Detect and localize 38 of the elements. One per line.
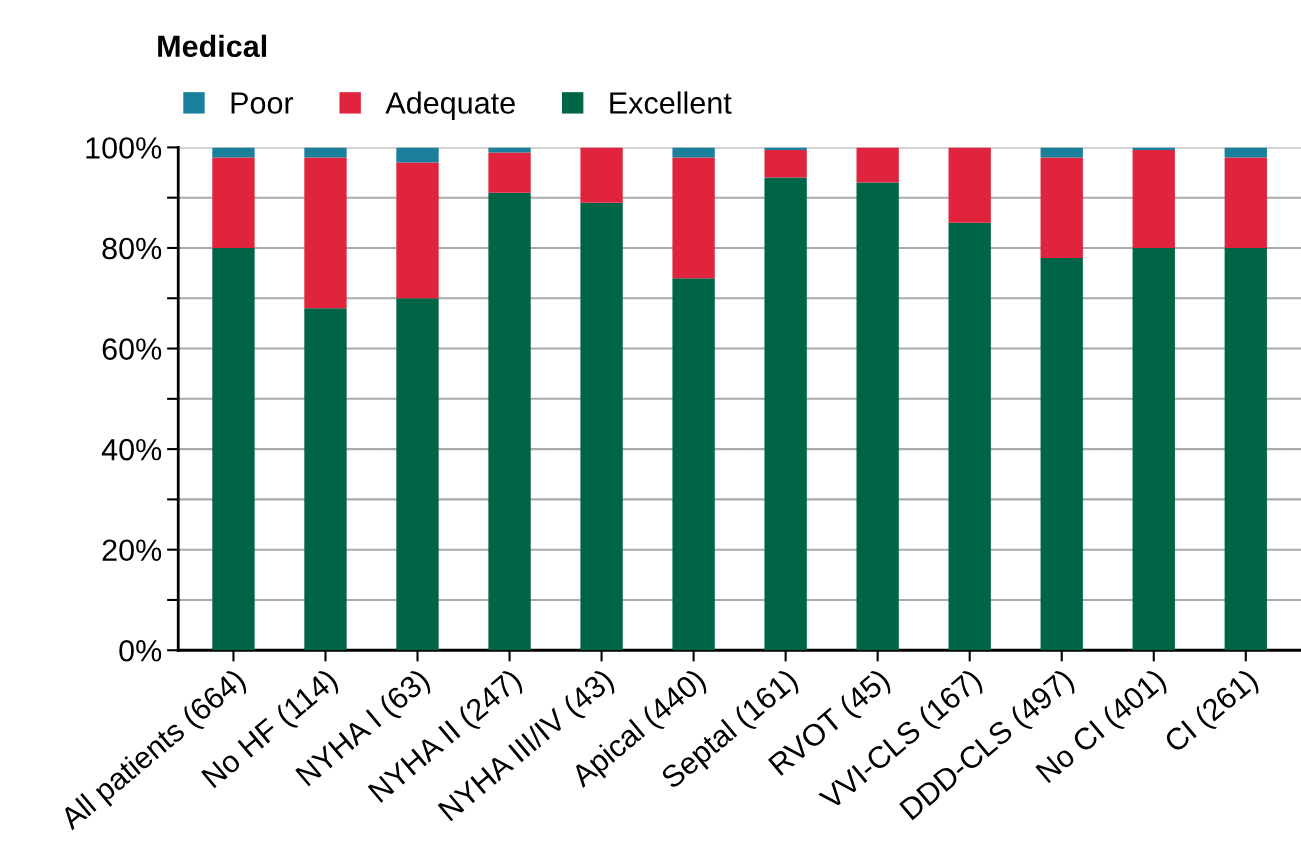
- y-tick-label: 100%: [86, 137, 162, 159]
- bar: [1040, 258, 1083, 651]
- bar: [856, 182, 899, 651]
- bar: [396, 162, 439, 299]
- bar: [396, 298, 439, 651]
- bar: [212, 247, 255, 651]
- bar: [1224, 157, 1267, 248]
- legend-label: Excellent: [610, 91, 732, 114]
- bar: [1132, 149, 1175, 248]
- bar: [488, 192, 531, 651]
- y-tick-label: 0%: [119, 639, 162, 662]
- bar: [580, 202, 623, 651]
- chart-title: Medical: [158, 34, 267, 58]
- bar: [948, 222, 991, 651]
- bar: [304, 147, 347, 158]
- bar: [948, 147, 991, 223]
- bar: [212, 157, 255, 248]
- bar: [304, 308, 347, 651]
- bar: [764, 149, 807, 178]
- y-tick-label: 60%: [102, 338, 162, 360]
- bar: [212, 147, 255, 158]
- legend-label: Poor: [231, 92, 294, 114]
- bar: [304, 157, 347, 309]
- bar: [672, 157, 715, 279]
- bar: [1224, 247, 1267, 651]
- bar: [672, 147, 715, 158]
- bar: [764, 177, 807, 651]
- bar: [672, 278, 715, 651]
- bar: [1132, 247, 1175, 651]
- y-tick-label: 20%: [102, 539, 162, 562]
- y-tick-label: 40%: [101, 438, 162, 461]
- bar: [580, 147, 623, 203]
- bar: [1040, 157, 1083, 259]
- bar: [488, 152, 531, 193]
- legend-label: Adequate: [385, 91, 515, 120]
- y-tick-label: 80%: [102, 237, 162, 260]
- bar: [856, 147, 899, 183]
- bar: [396, 147, 439, 163]
